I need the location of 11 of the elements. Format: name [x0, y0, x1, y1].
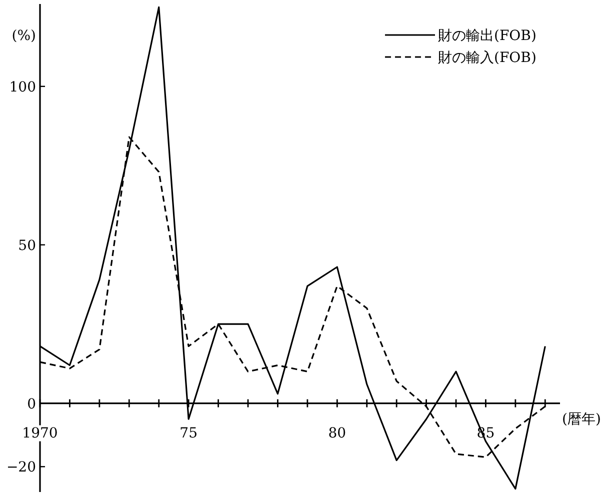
- x-axis-title: (暦年): [562, 411, 601, 428]
- x-tick-label: 75: [180, 425, 198, 442]
- legend-label: 財の輸出(FOB): [438, 28, 536, 44]
- y-tick-label: 50: [18, 238, 36, 254]
- x-tick-label: 1970: [22, 425, 58, 442]
- y-tick-label: 0: [27, 396, 36, 412]
- legend-label: 財の輸入(FOB): [438, 50, 536, 66]
- y-tick-label: 100: [9, 79, 36, 96]
- x-tick-label: 80: [328, 425, 346, 442]
- y-tick-label: −20: [6, 460, 36, 476]
- y-axis-title: (%): [12, 28, 36, 44]
